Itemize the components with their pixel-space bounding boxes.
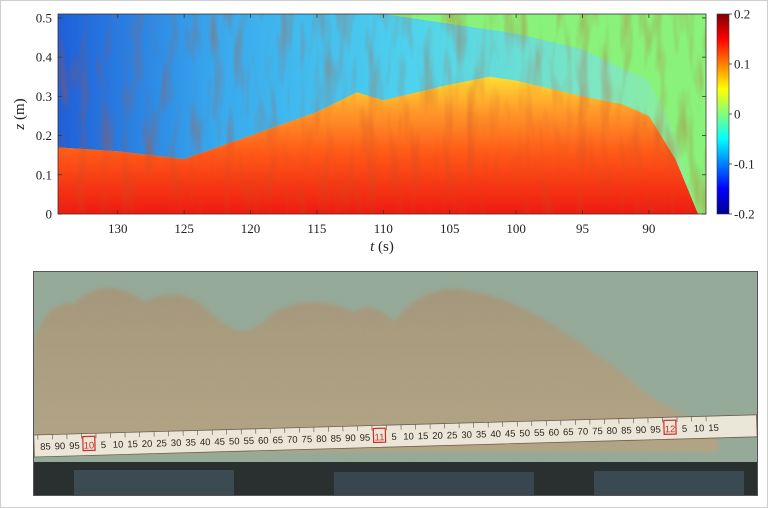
x-tick-label: 105 [440, 221, 460, 236]
ruler-label: 40 [200, 437, 211, 448]
ruler-label: 70 [287, 435, 298, 446]
ruler-label: 12 [665, 424, 676, 435]
y-tick-label: 0.1 [36, 167, 52, 182]
x-tick-label: 125 [174, 221, 194, 236]
ruler-label: 20 [432, 431, 443, 442]
ruler-label: 10 [403, 431, 414, 442]
flume-support [334, 472, 534, 495]
colorbar [716, 13, 730, 215]
colorbar-tick-label: -0.1 [734, 157, 755, 172]
ruler-label: 15 [127, 439, 138, 450]
colorbar-tick-label: 0 [734, 107, 741, 122]
x-tick-label: 90 [642, 221, 655, 236]
flume-support [74, 470, 234, 495]
colorbar-tick-label: 0.2 [734, 7, 750, 22]
y-axis: 0 0.1 0.2 0.3 0.4 0.5 [36, 10, 706, 222]
ruler-label: 85 [621, 425, 632, 436]
ruler-label: 70 [577, 427, 588, 438]
plot-frame [57, 13, 707, 215]
x-tick-label: 100 [506, 221, 526, 236]
ruler-label: 30 [171, 438, 182, 449]
x-tick-label: 115 [307, 221, 326, 236]
x-axis: 130 125 120 115 110 105 100 95 90 [108, 14, 655, 236]
ruler-label: 75 [592, 426, 603, 437]
ruler-label: 85 [40, 442, 51, 453]
ruler-marker [372, 427, 387, 444]
ruler-label: 10 [694, 423, 705, 434]
ruler-label: 80 [316, 434, 327, 445]
turbulence-streaks [58, 14, 706, 214]
ruler-label: 90 [345, 433, 356, 444]
gravity-current-photo-icon: 85 90 95 10 5 10 15 20 25 30 35 40 45 50 55 60 65 70 75 80 8… [34, 272, 757, 495]
x-tick-label: 110 [374, 221, 393, 236]
ruler-label: 95 [360, 433, 371, 444]
ruler-label: 95 [650, 424, 661, 435]
colorbar-ticks: 0.2 0.1 0 -0.1 -0.2 [729, 7, 755, 222]
ruler-label: 55 [534, 428, 545, 439]
colorbar-tick-label: 0.1 [734, 57, 750, 72]
ruler-label: 85 [330, 433, 341, 444]
ruler-marker [82, 435, 96, 452]
ruler-label: 25 [447, 430, 458, 441]
heatmap-plot-area [58, 14, 706, 214]
ruler-label: 5 [391, 432, 397, 443]
ruler-label: 60 [548, 427, 559, 438]
ruler-label: 45 [505, 429, 516, 440]
x-tick-label: 130 [108, 221, 128, 236]
y-tick-label: 0.4 [36, 50, 53, 65]
ruler-label: 25 [156, 438, 167, 449]
colorbar-tick-label: -0.2 [734, 207, 755, 222]
ruler-label: 65 [272, 435, 283, 446]
ruler-label: 5 [682, 424, 688, 435]
ruler-labels: 85 90 95 10 5 10 15 20 25 30 35 40 45 50 55 60 65 70 75 80 8… [37, 416, 719, 453]
ruler-label: 20 [142, 439, 153, 450]
ruler-label: 65 [563, 427, 574, 438]
ruler-label: 90 [55, 441, 66, 452]
ruler-label: 80 [606, 426, 617, 437]
x-tick-label: 95 [576, 221, 589, 236]
ruler-label: 11 [374, 432, 384, 443]
flume-support [594, 471, 744, 495]
ruler-label: 50 [519, 428, 530, 439]
velocity-heatmap-figure: 130 125 120 115 110 105 100 95 90 00.10.20.30.40… [12, 7, 755, 256]
ruler: 85 90 95 10 5 10 15 20 25 30 35 40 45 50 55 60 65 70 75 80 8… [34, 414, 757, 458]
x-tick-label: 120 [241, 221, 261, 236]
ruler-label: 75 [301, 434, 312, 445]
y-tick-label: 0.3 [36, 89, 52, 104]
ruler-label: 15 [418, 431, 429, 442]
ruler-label: 45 [214, 437, 225, 448]
ruler-label: 15 [708, 423, 719, 434]
ruler-label: 35 [476, 429, 487, 440]
flume-photo: 85 90 95 10 5 10 15 20 25 30 35 40 45 50 55 60 65 70 75 80 8… [33, 271, 758, 496]
y-tick-label: 0 [46, 207, 53, 222]
ruler-label: 50 [229, 436, 240, 447]
ruler-label: 90 [636, 425, 647, 436]
ruler-label: 40 [490, 429, 501, 440]
y-tick-label: 0.5 [36, 10, 52, 25]
y-axis-label: z (m) [12, 98, 28, 130]
ruler-label: 10 [84, 440, 95, 451]
ruler-label: 95 [69, 441, 80, 452]
ruler-label: 30 [461, 430, 472, 441]
ruler-label: 60 [258, 435, 269, 446]
ruler-marker [663, 419, 677, 436]
y-tick-label: 0.2 [36, 128, 52, 143]
ruler-strip [34, 414, 757, 458]
ruler-label: 35 [185, 437, 196, 448]
ruler-label: 5 [101, 440, 107, 451]
ruler-label: 55 [243, 436, 254, 447]
x-axis-label: t (s) [370, 239, 394, 255]
ruler-label: 10 [113, 440, 124, 451]
